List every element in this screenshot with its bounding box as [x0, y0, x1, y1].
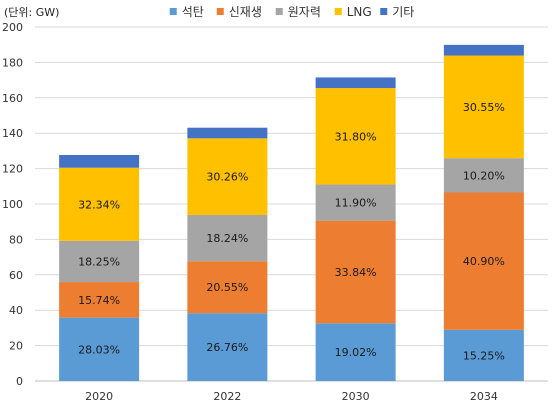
- x-tick-label: 2020: [85, 390, 113, 403]
- bar-segment: [443, 329, 524, 381]
- bar-segment: [59, 240, 140, 283]
- y-tick-label: 80: [9, 233, 23, 246]
- y-tick-label: 20: [9, 340, 23, 353]
- legend-swatch: [216, 8, 224, 15]
- bar-segment: [443, 192, 524, 330]
- x-tick-label: 2034: [470, 390, 498, 403]
- y-tick-label: 120: [2, 163, 23, 176]
- bar-segment: [187, 127, 268, 139]
- bar-segment: [187, 261, 268, 314]
- y-tick-label: 0: [16, 375, 23, 388]
- legend-swatch: [275, 8, 283, 15]
- bar-segment: [315, 77, 396, 89]
- data-label: 31.80%: [335, 130, 377, 143]
- data-label: 32.34%: [78, 198, 120, 211]
- data-label: 15.25%: [463, 349, 505, 362]
- x-tick-label: 2022: [213, 390, 241, 403]
- y-tick-label: 60: [9, 269, 23, 282]
- y-tick-label: 180: [2, 56, 23, 69]
- bar-segment: [443, 158, 524, 193]
- bar-segment: [315, 88, 396, 185]
- y-tick-label: 40: [9, 304, 23, 317]
- bar-segment: [443, 55, 524, 159]
- data-label: 18.25%: [78, 255, 120, 268]
- data-label: 18.24%: [206, 232, 248, 245]
- bar-segment: [315, 323, 396, 381]
- data-label: 10.20%: [463, 169, 505, 182]
- bar-segment: [315, 184, 396, 221]
- bar-segment: [187, 313, 268, 381]
- y-tick-label: 140: [2, 127, 23, 140]
- bar-segment: [59, 317, 140, 381]
- bar-segment: [187, 214, 268, 262]
- bar-segment: [59, 167, 140, 241]
- data-label: 19.02%: [335, 346, 377, 359]
- data-label: 20.55%: [206, 281, 248, 294]
- legend-swatch: [169, 8, 177, 15]
- data-label: 33.84%: [335, 266, 377, 279]
- data-label: 11.90%: [335, 197, 377, 210]
- data-label: 40.90%: [463, 255, 505, 268]
- bar-segment: [443, 44, 524, 56]
- legend-swatch: [334, 8, 342, 15]
- data-label: 15.74%: [78, 294, 120, 307]
- data-label: 26.76%: [206, 341, 248, 354]
- legend-swatch: [380, 8, 388, 15]
- y-tick-label: 100: [2, 198, 23, 211]
- legend-label: 석탄: [182, 5, 204, 19]
- bar-segment: [315, 220, 396, 324]
- legend-label: LNG: [347, 5, 372, 19]
- unit-label: (단위: GW): [4, 6, 60, 19]
- y-tick-label: 160: [2, 92, 23, 105]
- bar-segment: [59, 154, 140, 168]
- x-tick-label: 2030: [342, 390, 370, 403]
- bar-segment: [187, 138, 268, 215]
- data-label: 30.26%: [206, 171, 248, 184]
- bar-segment: [59, 282, 140, 318]
- legend-label: 신재생: [229, 5, 262, 19]
- data-label: 28.03%: [78, 343, 120, 356]
- legend-label: 기타: [392, 5, 414, 19]
- legend-label: 원자력: [288, 5, 321, 19]
- data-label: 30.55%: [463, 101, 505, 114]
- y-tick-label: 200: [2, 21, 23, 34]
